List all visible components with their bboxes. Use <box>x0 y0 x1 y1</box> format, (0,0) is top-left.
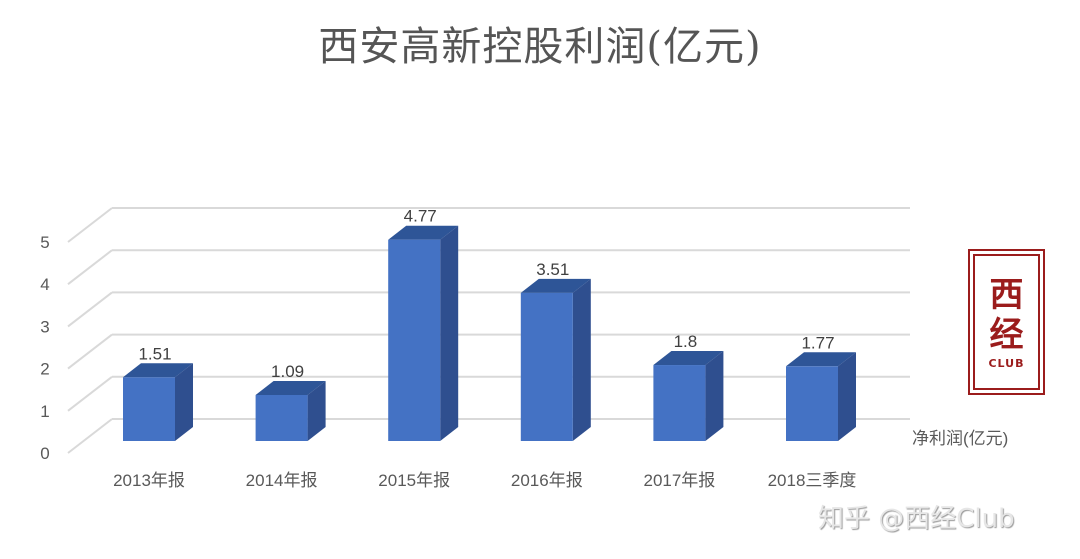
bars: 1.51 1.09 4.77 3.51 1.8 1.77 <box>123 207 856 441</box>
gridline-diagonal <box>67 333 113 370</box>
club-logo: 西 经 CLUB <box>968 249 1045 395</box>
bar <box>123 363 193 441</box>
y-tick-label: 0 <box>40 444 49 463</box>
logo-char-xi: 西 <box>989 274 1024 315</box>
y-tick-label: 5 <box>40 233 49 252</box>
watermark: 知乎 @西经Club <box>818 504 1015 534</box>
gridline-diagonal <box>67 291 113 328</box>
x-tick-label: 2017年报 <box>643 471 715 490</box>
bar <box>786 352 856 441</box>
gridline-diagonal <box>67 207 113 243</box>
data-label: 1.09 <box>271 362 304 381</box>
y-tick-label: 1 <box>40 402 49 421</box>
data-label: 1.51 <box>138 344 171 363</box>
x-axis-labels: 2013年报 2014年报 2015年报 2016年报 2017年报 2018三季度 <box>113 471 856 490</box>
logo-char-jing: 经 <box>989 314 1024 355</box>
chart-title: 西安高新控股利润(亿元) <box>318 24 762 70</box>
y-tick-label: 2 <box>40 360 49 379</box>
x-tick-label: 2014年报 <box>246 471 318 490</box>
legend-label: 净利润(亿元) <box>912 429 1009 448</box>
bar <box>255 381 326 441</box>
gridline-diagonal <box>67 418 113 454</box>
data-label: 1.8 <box>674 332 698 351</box>
logo-inner-frame: 西 经 CLUB <box>973 254 1040 390</box>
data-label: 3.51 <box>536 260 569 279</box>
bar <box>653 351 724 441</box>
gridlines <box>67 207 910 454</box>
x-tick-label: 2013年报 <box>113 471 185 490</box>
y-tick-label: 3 <box>40 317 49 336</box>
data-label: 1.77 <box>801 333 834 352</box>
x-tick-label: 2015年报 <box>378 471 450 490</box>
bar <box>388 225 459 441</box>
y-tick-label: 4 <box>40 275 49 294</box>
gridline-diagonal <box>67 249 113 285</box>
y-axis-ticks: 0 1 2 3 4 5 <box>40 233 49 463</box>
bar <box>520 278 591 441</box>
x-tick-label: 2018三季度 <box>768 471 857 490</box>
logo-club-text: CLUB <box>988 356 1025 370</box>
x-tick-label: 2016年报 <box>511 471 583 490</box>
data-label: 4.77 <box>404 207 437 226</box>
gridline-diagonal <box>67 376 113 412</box>
